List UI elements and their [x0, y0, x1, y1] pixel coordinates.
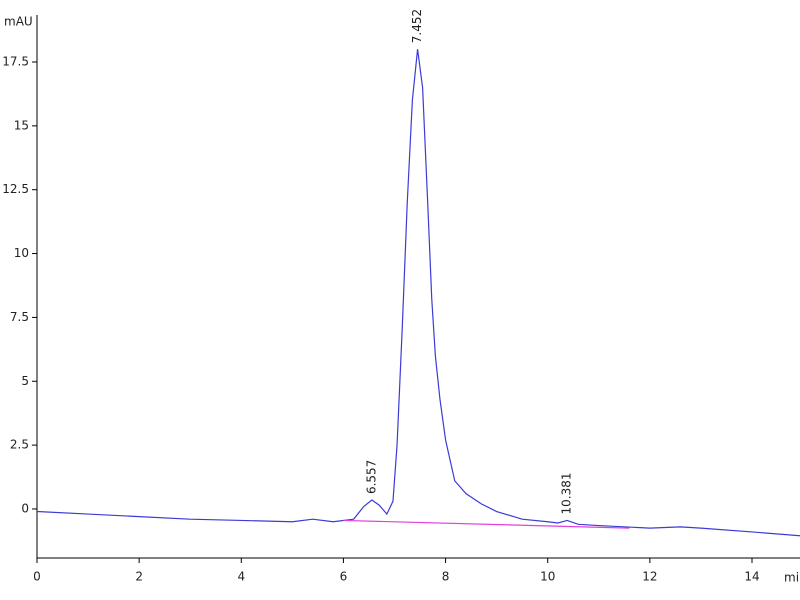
x-axis-label: min — [784, 571, 800, 585]
x-tick-label: 4 — [237, 570, 245, 584]
x-tick-label: 0 — [33, 570, 41, 584]
y-tick-label: 15 — [14, 118, 29, 132]
y-tick-label: 7.5 — [10, 310, 29, 324]
y-tick-label: 0 — [21, 501, 29, 515]
x-tick-label: 8 — [442, 570, 450, 584]
y-tick-label: 5 — [21, 374, 29, 388]
x-tick-label: 2 — [135, 570, 143, 584]
peak-label: 7.452 — [410, 9, 424, 43]
x-tick-label: 6 — [340, 570, 348, 584]
y-tick-label: 2.5 — [10, 438, 29, 452]
y-tick-label: 17.5 — [2, 54, 29, 68]
trace-line — [36, 49, 800, 537]
x-tick-label: 12 — [642, 570, 657, 584]
x-tick-label: 10 — [540, 570, 555, 584]
y-tick-label: 10 — [14, 246, 29, 260]
peak-label: 10.381 — [560, 472, 574, 514]
x-tick-label: 14 — [744, 570, 759, 584]
peak-label: 6.557 — [364, 460, 378, 494]
y-axis-label: mAU — [4, 15, 33, 29]
trace-line — [343, 519, 630, 529]
y-tick-label: 12.5 — [2, 182, 29, 196]
